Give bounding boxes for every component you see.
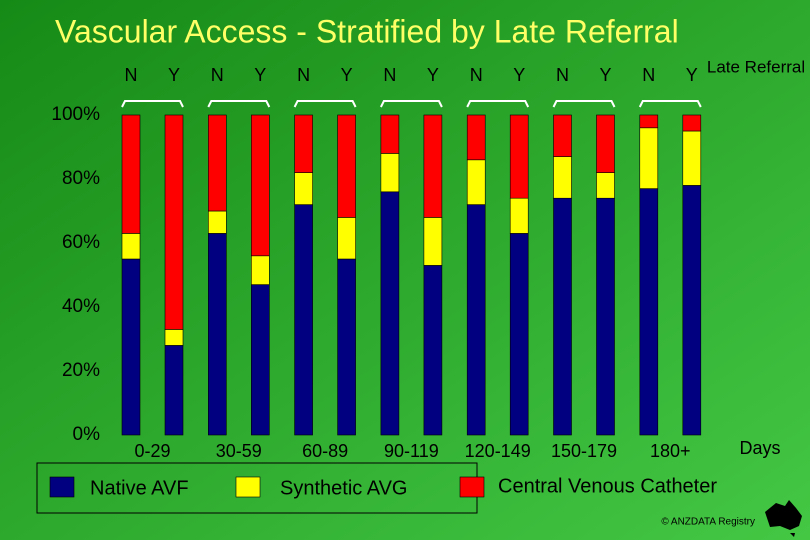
y-tick-label: 20%: [62, 360, 100, 381]
bar-segment: [251, 284, 270, 436]
bar-segment: [596, 172, 615, 199]
x-tick-label: 120-149: [465, 441, 531, 461]
bar-segment: [294, 114, 313, 173]
chart-title: Vascular Access - Stratified by Late Ref…: [55, 13, 679, 49]
bar-segment: [337, 114, 356, 218]
x-tick-label: 150-179: [551, 441, 617, 461]
subgroup-label: Y: [686, 65, 698, 85]
bar-segment: [682, 130, 702, 186]
footer: © ANZDATA Registry: [661, 517, 755, 528]
bar-segment: [208, 114, 227, 212]
bar-segment: [208, 210, 227, 234]
legend-label: Synthetic AVG: [280, 477, 407, 499]
x-axis-label: Days: [739, 438, 780, 458]
subgroup-label: N: [383, 65, 396, 85]
x-tick-label: 0-29: [134, 441, 170, 461]
subgroup-label: N: [297, 65, 310, 85]
subgroup-label: Y: [599, 65, 611, 85]
logo: [765, 500, 802, 537]
legend-swatch: [235, 476, 261, 498]
bar-segment: [121, 258, 141, 436]
bar-segment: [509, 197, 529, 234]
bar-segment: [596, 197, 615, 436]
subgroup-label: Y: [168, 65, 180, 85]
subgroup-label: N: [125, 65, 138, 85]
subgroup-label: Y: [427, 65, 439, 85]
bracket: [293, 100, 357, 108]
bar-segment: [509, 114, 529, 199]
bar-segment: [423, 217, 443, 266]
bar-segment: [466, 204, 486, 436]
bar-segment: [164, 114, 184, 330]
subgroup-title: Late Referral: [707, 57, 805, 76]
bracket: [207, 100, 271, 108]
y-tick-label: 60%: [62, 232, 100, 253]
bar-segment: [682, 114, 702, 132]
legend-swatch: [49, 476, 75, 498]
bracket: [552, 100, 616, 108]
subgroup-label: N: [211, 65, 224, 85]
bar-segment: [380, 191, 400, 436]
bar-segment: [294, 204, 313, 436]
bar-segment: [251, 255, 270, 285]
bracket: [466, 100, 530, 108]
subgroup-label: Y: [341, 65, 353, 85]
x-tick-label: 180+: [650, 441, 691, 461]
bar-segment: [553, 156, 572, 199]
bracket: [380, 100, 443, 108]
bar-segment: [337, 217, 356, 260]
subgroup-label: Y: [254, 65, 266, 85]
y-tick-label: 100%: [51, 104, 100, 125]
bar-segment: [423, 114, 443, 218]
bar-segment: [423, 265, 443, 436]
bar-segment: [639, 127, 659, 189]
bar-segment: [164, 329, 184, 346]
x-tick-label: 90-119: [384, 441, 439, 461]
bar-segment: [466, 159, 486, 205]
legend-label: Native AVF: [90, 477, 189, 499]
bracket: [121, 100, 184, 108]
bar-segment: [380, 153, 400, 193]
subgroup-label: N: [642, 65, 655, 85]
y-tick-label: 40%: [62, 296, 100, 317]
x-tick-label: 60-89: [302, 441, 348, 461]
bar-segment: [553, 197, 572, 436]
bar-segment: [639, 188, 659, 436]
bar-segment: [380, 114, 400, 154]
legend-swatch: [459, 476, 485, 498]
bar-segment: [466, 114, 486, 161]
bar-segment: [251, 114, 270, 257]
subgroup-label: N: [470, 65, 483, 85]
bar-segment: [337, 258, 356, 436]
y-tick-label: 0%: [73, 424, 101, 445]
bar-segment: [121, 233, 141, 260]
bar-segment: [121, 114, 141, 234]
bar-segment: [596, 114, 615, 173]
subgroup-label: Y: [513, 65, 525, 85]
bar-segment: [208, 233, 227, 436]
legend-label: Central Venous Catheter: [498, 475, 717, 497]
subgroup-label: N: [556, 65, 569, 85]
y-tick-label: 80%: [62, 168, 100, 189]
bar-segment: [294, 172, 313, 205]
bar-segment: [639, 114, 659, 129]
bar-segment: [164, 345, 184, 436]
bracket: [638, 100, 702, 108]
bar-segment: [509, 233, 529, 436]
bar-segment: [553, 114, 572, 157]
x-tick-label: 30-59: [216, 441, 262, 461]
bar-segment: [682, 185, 702, 436]
